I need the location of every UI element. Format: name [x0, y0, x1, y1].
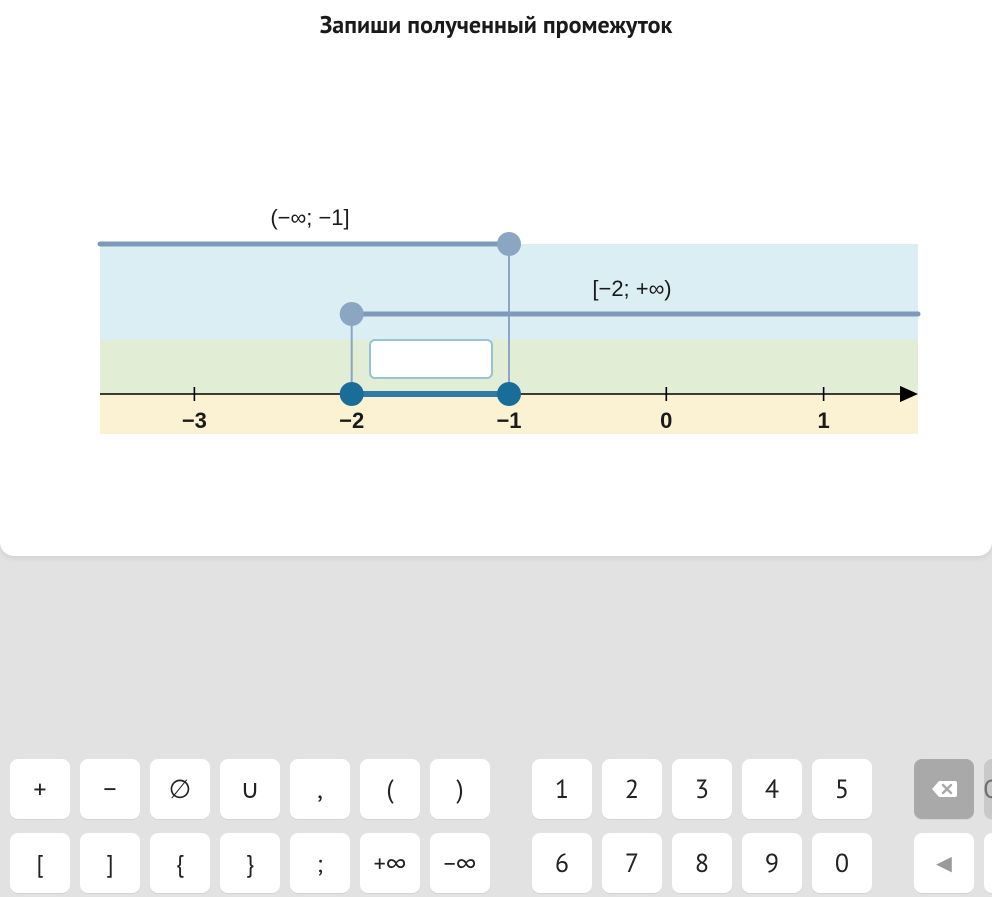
key-5[interactable]: 5 [812, 759, 872, 819]
key-4[interactable]: 4 [742, 759, 802, 819]
answer-input[interactable] [371, 341, 491, 377]
backspace-icon [931, 779, 957, 799]
key-−[interactable]: − [80, 759, 140, 819]
key-3[interactable]: 3 [672, 759, 732, 819]
key-{[interactable]: { [150, 833, 210, 893]
nav-right-key[interactable]: ► [984, 833, 992, 893]
backspace-key[interactable] [914, 759, 974, 819]
key-[[interactable]: [ [10, 833, 70, 893]
key-][interactable]: ] [80, 833, 140, 893]
key-1[interactable]: 1 [532, 759, 592, 819]
key-)[interactable]: ) [430, 759, 490, 819]
keyboard-group-spacer [500, 833, 522, 893]
key-+[interactable]: + [10, 759, 70, 819]
ok-key[interactable]: OK [984, 759, 992, 819]
key-([interactable]: ( [360, 759, 420, 819]
key-}[interactable]: } [220, 833, 280, 893]
key-∅[interactable]: ∅ [150, 759, 210, 819]
keyboard-row-2: []{};+∞−∞67890◄► [10, 833, 982, 893]
key-;[interactable]: ; [290, 833, 350, 893]
key-7[interactable]: 7 [602, 833, 662, 893]
svg-text:−2: −2 [339, 408, 364, 433]
key-2[interactable]: 2 [602, 759, 662, 819]
svg-text:−1: −1 [496, 408, 521, 433]
nav-left-key[interactable]: ◄ [914, 833, 974, 893]
keyboard-group-spacer [882, 833, 904, 893]
keyboard-group-spacer [882, 759, 904, 819]
svg-text:−3: −3 [182, 408, 207, 433]
key-6[interactable]: 6 [532, 833, 592, 893]
keyboard-row-1: +−∅∪,()12345OK [10, 759, 982, 819]
key-,[interactable]: , [290, 759, 350, 819]
svg-text:(−∞; −1]: (−∞; −1] [270, 205, 349, 230]
key-−∞[interactable]: −∞ [430, 833, 490, 893]
exercise-card: Запиши полученный промежуток (−∞; −1][−2… [0, 0, 992, 556]
diagram-svg: (−∞; −1] [−2; +∞) −3 −2 −1 0 1 [0, 0, 992, 556]
key-8[interactable]: 8 [672, 833, 732, 893]
math-keyboard: +−∅∪,() 12345 OK []{};+∞−∞ 67890 ◄► [0, 749, 992, 897]
key-9[interactable]: 9 [742, 833, 802, 893]
answer-box[interactable] [369, 339, 493, 379]
number-line-diagram: (−∞; −1] [−2; +∞) −3 −2 −1 0 1 [0, 0, 992, 556]
svg-text:0: 0 [660, 408, 672, 433]
key-+∞[interactable]: +∞ [360, 833, 420, 893]
key-∪[interactable]: ∪ [220, 759, 280, 819]
svg-text:1: 1 [817, 408, 829, 433]
key-0[interactable]: 0 [812, 833, 872, 893]
keyboard-group-spacer [500, 759, 522, 819]
svg-text:[−2; +∞): [−2; +∞) [592, 276, 671, 301]
